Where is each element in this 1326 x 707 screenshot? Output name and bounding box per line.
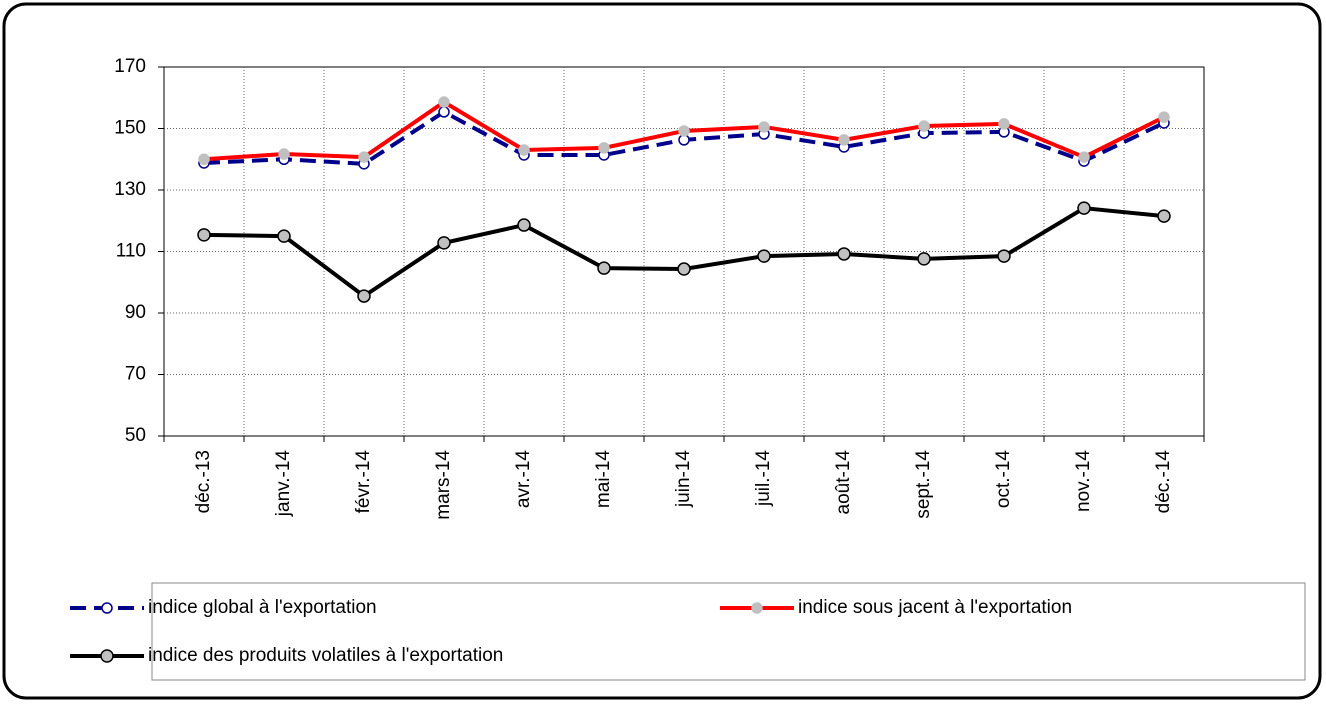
x-tick-label: mai-14 bbox=[593, 450, 614, 509]
x-tick-label: janv.-14 bbox=[273, 450, 294, 518]
point-marker bbox=[837, 247, 851, 261]
point-marker bbox=[438, 96, 450, 108]
y-tick-label: 70 bbox=[125, 364, 146, 385]
point-marker bbox=[277, 229, 291, 243]
legend-label: indice des produits volatiles à l'export… bbox=[148, 645, 503, 666]
x-tick-label: sept.-14 bbox=[913, 450, 934, 519]
y-tick-label: 150 bbox=[114, 118, 146, 139]
legend-label: indice sous jacent à l'exportation bbox=[798, 597, 1072, 618]
point-marker bbox=[358, 151, 370, 163]
point-marker bbox=[1077, 201, 1091, 215]
point-marker bbox=[438, 106, 450, 118]
point-marker bbox=[437, 236, 451, 250]
x-tick-label: févr.-14 bbox=[353, 450, 374, 514]
x-tick-label: déc.-13 bbox=[193, 450, 214, 513]
point-marker bbox=[357, 289, 371, 303]
x-tick-label: avr.-14 bbox=[513, 450, 534, 509]
point-marker bbox=[517, 218, 531, 232]
point-marker bbox=[918, 120, 930, 132]
y-tick-label: 170 bbox=[114, 56, 146, 77]
x-tick-label: août-14 bbox=[833, 450, 854, 515]
point-marker bbox=[758, 121, 770, 133]
point-marker bbox=[1078, 151, 1090, 163]
x-tick-label: déc.-14 bbox=[1153, 450, 1174, 514]
y-tick-label: 110 bbox=[116, 241, 146, 262]
point-marker bbox=[198, 153, 210, 165]
legend-marker bbox=[101, 602, 113, 614]
point-marker bbox=[1158, 111, 1170, 123]
x-tick-label: oct.-14 bbox=[993, 450, 1014, 509]
legend-box bbox=[151, 582, 1306, 681]
x-tick-label: juil.-14 bbox=[753, 450, 774, 507]
y-tick-label: 90 bbox=[125, 302, 146, 323]
point-marker bbox=[917, 252, 931, 266]
point-marker bbox=[677, 262, 691, 276]
legend-marker bbox=[751, 602, 763, 614]
point-marker bbox=[598, 142, 610, 154]
point-marker bbox=[197, 228, 211, 242]
point-marker bbox=[998, 118, 1010, 130]
point-marker bbox=[278, 148, 290, 160]
point-marker bbox=[518, 144, 530, 156]
point-marker bbox=[1157, 209, 1171, 223]
x-tick-label: nov.-14 bbox=[1073, 450, 1094, 512]
point-marker bbox=[757, 249, 771, 263]
x-tick-label: mars-14 bbox=[433, 450, 454, 520]
legend-marker bbox=[100, 649, 114, 663]
point-marker bbox=[997, 249, 1011, 263]
x-tick-label: juin-14 bbox=[673, 450, 694, 508]
point-marker bbox=[678, 125, 690, 137]
y-tick-label: 50 bbox=[125, 425, 146, 446]
point-marker bbox=[838, 134, 850, 146]
legend-label: indice global à l'exportation bbox=[148, 597, 377, 618]
y-tick-label: 130 bbox=[114, 179, 146, 200]
point-marker bbox=[597, 261, 611, 275]
